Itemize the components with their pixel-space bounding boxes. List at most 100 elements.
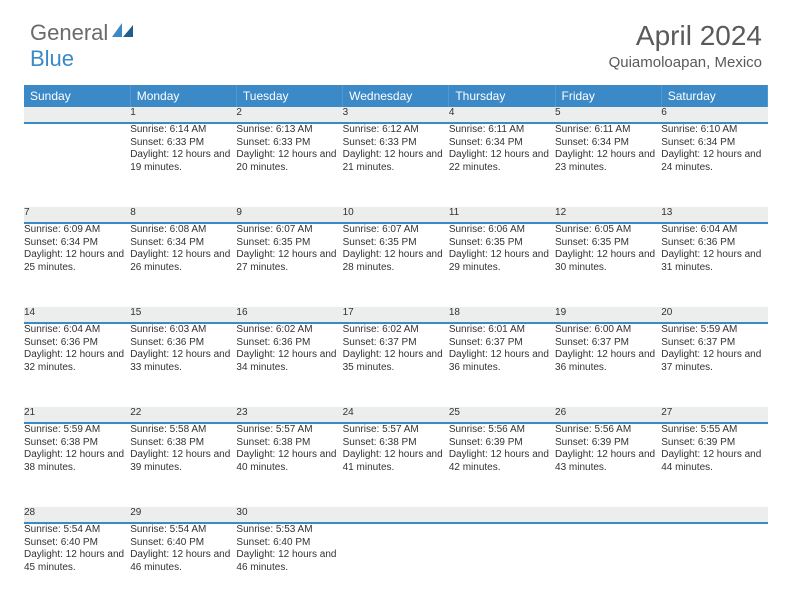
sunrise-line: Sunrise: 5:57 AM xyxy=(343,424,449,437)
header: General April 2024 Quiamoloapan, Mexico xyxy=(0,0,792,79)
day-number-cell: 29 xyxy=(130,507,236,523)
weekday-header: Wednesday xyxy=(343,85,449,107)
sunset-line: Sunset: 6:33 PM xyxy=(130,137,236,150)
day-content-cell: Sunrise: 6:06 AMSunset: 6:35 PMDaylight:… xyxy=(449,223,555,307)
sunrise-line: Sunrise: 5:59 AM xyxy=(24,424,130,437)
location-label: Quiamoloapan, Mexico xyxy=(609,54,762,71)
day-number-cell: 3 xyxy=(343,107,449,123)
sunrise-line: Sunrise: 6:14 AM xyxy=(130,124,236,137)
day-number-cell: 17 xyxy=(343,307,449,323)
day-number-cell: 9 xyxy=(236,207,342,223)
sunrise-line: Sunrise: 5:57 AM xyxy=(236,424,342,437)
day-number-cell: 2 xyxy=(236,107,342,123)
day-number-cell: 22 xyxy=(130,407,236,423)
logo-icon xyxy=(112,21,134,42)
day-number-cell: 25 xyxy=(449,407,555,423)
day-number-cell: 23 xyxy=(236,407,342,423)
sunset-line: Sunset: 6:38 PM xyxy=(130,437,236,450)
sunset-line: Sunset: 6:36 PM xyxy=(24,337,130,350)
sunset-line: Sunset: 6:34 PM xyxy=(555,137,661,150)
day-content-row: Sunrise: 6:14 AMSunset: 6:33 PMDaylight:… xyxy=(24,123,768,207)
day-content-cell: Sunrise: 6:00 AMSunset: 6:37 PMDaylight:… xyxy=(555,323,661,407)
weekday-header: Monday xyxy=(130,85,236,107)
sunrise-line: Sunrise: 5:58 AM xyxy=(130,424,236,437)
sunset-line: Sunset: 6:33 PM xyxy=(343,137,449,150)
daylight-line: Daylight: 12 hours and 45 minutes. xyxy=(24,549,130,574)
sunset-line: Sunset: 6:37 PM xyxy=(449,337,555,350)
weekday-header: Sunday xyxy=(24,85,130,107)
day-number-cell: 30 xyxy=(236,507,342,523)
sunset-line: Sunset: 6:35 PM xyxy=(343,237,449,250)
sunset-line: Sunset: 6:38 PM xyxy=(343,437,449,450)
sunrise-line: Sunrise: 6:10 AM xyxy=(661,124,767,137)
day-content-cell: Sunrise: 5:57 AMSunset: 6:38 PMDaylight:… xyxy=(236,423,342,507)
sunset-line: Sunset: 6:40 PM xyxy=(24,537,130,550)
day-number-cell xyxy=(555,507,661,523)
day-content-cell: Sunrise: 5:59 AMSunset: 6:38 PMDaylight:… xyxy=(24,423,130,507)
day-content-cell: Sunrise: 6:04 AMSunset: 6:36 PMDaylight:… xyxy=(661,223,767,307)
sunset-line: Sunset: 6:40 PM xyxy=(130,537,236,550)
day-content-cell: Sunrise: 6:01 AMSunset: 6:37 PMDaylight:… xyxy=(449,323,555,407)
daylight-line: Daylight: 12 hours and 24 minutes. xyxy=(661,149,767,174)
daylight-line: Daylight: 12 hours and 19 minutes. xyxy=(130,149,236,174)
day-content-cell: Sunrise: 6:02 AMSunset: 6:36 PMDaylight:… xyxy=(236,323,342,407)
daylight-line: Daylight: 12 hours and 46 minutes. xyxy=(130,549,236,574)
sunrise-line: Sunrise: 5:59 AM xyxy=(661,324,767,337)
sunrise-line: Sunrise: 5:56 AM xyxy=(449,424,555,437)
daylight-line: Daylight: 12 hours and 35 minutes. xyxy=(343,349,449,374)
day-number-cell: 8 xyxy=(130,207,236,223)
day-content-cell xyxy=(555,523,661,607)
day-number-cell: 18 xyxy=(449,307,555,323)
daylight-line: Daylight: 12 hours and 29 minutes. xyxy=(449,249,555,274)
sunset-line: Sunset: 6:37 PM xyxy=(661,337,767,350)
sunrise-line: Sunrise: 6:13 AM xyxy=(236,124,342,137)
day-number-cell: 20 xyxy=(661,307,767,323)
daylight-line: Daylight: 12 hours and 30 minutes. xyxy=(555,249,661,274)
sunrise-line: Sunrise: 6:05 AM xyxy=(555,224,661,237)
day-content-cell: Sunrise: 5:59 AMSunset: 6:37 PMDaylight:… xyxy=(661,323,767,407)
day-content-cell: Sunrise: 5:56 AMSunset: 6:39 PMDaylight:… xyxy=(449,423,555,507)
sunset-line: Sunset: 6:37 PM xyxy=(555,337,661,350)
sunset-line: Sunset: 6:38 PM xyxy=(236,437,342,450)
day-number-cell: 24 xyxy=(343,407,449,423)
sunset-line: Sunset: 6:39 PM xyxy=(449,437,555,450)
sunset-line: Sunset: 6:38 PM xyxy=(24,437,130,450)
day-number-cell xyxy=(24,107,130,123)
day-content-cell xyxy=(24,123,130,207)
sunset-line: Sunset: 6:34 PM xyxy=(661,137,767,150)
day-content-cell xyxy=(449,523,555,607)
day-content-row: Sunrise: 5:59 AMSunset: 6:38 PMDaylight:… xyxy=(24,423,768,507)
day-content-cell: Sunrise: 6:13 AMSunset: 6:33 PMDaylight:… xyxy=(236,123,342,207)
day-content-cell: Sunrise: 5:57 AMSunset: 6:38 PMDaylight:… xyxy=(343,423,449,507)
day-content-cell xyxy=(661,523,767,607)
sunrise-line: Sunrise: 6:02 AM xyxy=(236,324,342,337)
day-content-cell: Sunrise: 5:55 AMSunset: 6:39 PMDaylight:… xyxy=(661,423,767,507)
day-number-cell: 6 xyxy=(661,107,767,123)
month-title: April 2024 xyxy=(609,20,762,52)
daylight-line: Daylight: 12 hours and 43 minutes. xyxy=(555,449,661,474)
day-number-cell: 5 xyxy=(555,107,661,123)
day-content-cell: Sunrise: 6:02 AMSunset: 6:37 PMDaylight:… xyxy=(343,323,449,407)
sunrise-line: Sunrise: 6:12 AM xyxy=(343,124,449,137)
day-content-cell: Sunrise: 6:07 AMSunset: 6:35 PMDaylight:… xyxy=(343,223,449,307)
day-number-row: 123456 xyxy=(24,107,768,123)
daylight-line: Daylight: 12 hours and 44 minutes. xyxy=(661,449,767,474)
day-number-cell: 27 xyxy=(661,407,767,423)
sunset-line: Sunset: 6:36 PM xyxy=(130,337,236,350)
day-number-cell: 26 xyxy=(555,407,661,423)
daylight-line: Daylight: 12 hours and 38 minutes. xyxy=(24,449,130,474)
sunrise-line: Sunrise: 5:53 AM xyxy=(236,524,342,537)
weekday-header: Friday xyxy=(555,85,661,107)
sunset-line: Sunset: 6:33 PM xyxy=(236,137,342,150)
day-number-cell: 4 xyxy=(449,107,555,123)
daylight-line: Daylight: 12 hours and 37 minutes. xyxy=(661,349,767,374)
sunrise-line: Sunrise: 6:06 AM xyxy=(449,224,555,237)
day-number-cell: 16 xyxy=(236,307,342,323)
logo: General xyxy=(30,20,136,46)
weekday-header: Tuesday xyxy=(236,85,342,107)
sunrise-line: Sunrise: 6:07 AM xyxy=(236,224,342,237)
calendar-table: SundayMondayTuesdayWednesdayThursdayFrid… xyxy=(24,85,768,607)
logo-sub: Blue xyxy=(30,46,74,72)
day-content-cell: Sunrise: 6:09 AMSunset: 6:34 PMDaylight:… xyxy=(24,223,130,307)
day-content-cell: Sunrise: 5:54 AMSunset: 6:40 PMDaylight:… xyxy=(24,523,130,607)
